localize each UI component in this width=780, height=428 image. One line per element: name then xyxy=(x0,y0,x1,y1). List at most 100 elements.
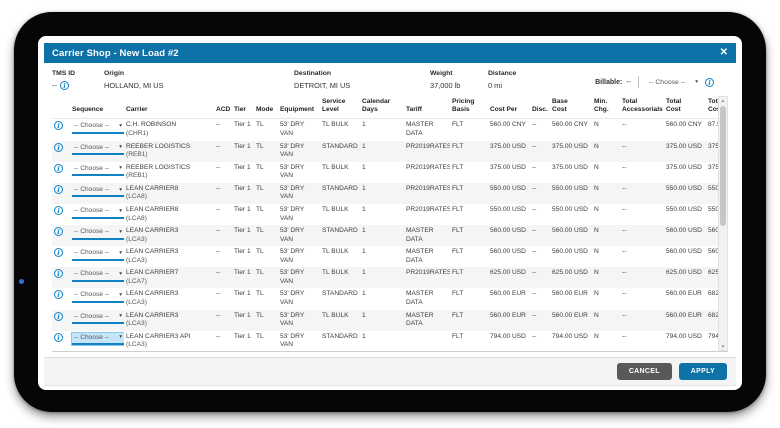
carrier-table: Sequence Carrier ACD Tier Mode Equipment… xyxy=(52,96,728,351)
cell-carrier: REEBER LOGISTICS (REB1) xyxy=(124,141,214,162)
destination-value: DETROIT, MI US xyxy=(294,81,351,90)
billable-dropdown[interactable]: -- Choose -- ▾ xyxy=(646,77,701,88)
cell-tier: Tier 1 xyxy=(234,142,251,150)
cell-equipment: 53' DRY VAN xyxy=(280,311,305,328)
cell-disc: -- xyxy=(532,163,537,171)
close-icon[interactable]: ✕ xyxy=(719,47,728,58)
cell-tier: Tier 1 xyxy=(234,205,251,213)
carrier-code: (LCA3) xyxy=(126,256,147,264)
carrier-table-container: Sequence Carrier ACD Tier Mode Equipment… xyxy=(52,96,728,352)
cell-tariff: PR2019RATES xyxy=(406,184,450,192)
row-info-icon[interactable]: i xyxy=(54,205,63,215)
table-row: i -- Choose -- ▾ LEAN CARRIER7 (LCA7) --… xyxy=(52,267,728,289)
chevron-down-icon: ▾ xyxy=(119,165,122,172)
cell-equipment: 53' DRY VAN xyxy=(280,142,305,159)
col-mode: Mode xyxy=(254,96,278,120)
cell-calendar-days: 1 xyxy=(362,121,366,129)
cell-base-cost: 560.00 EUR xyxy=(552,290,588,298)
weight-field: Weight 37,000 lb xyxy=(430,70,488,90)
row-info-icon[interactable]: i xyxy=(54,311,63,321)
row-info-icon[interactable]: i xyxy=(54,290,63,300)
sequence-dropdown[interactable]: -- Choose -- ▾ xyxy=(72,248,124,261)
cell-total-accessorials: -- xyxy=(622,163,627,171)
sequence-dropdown[interactable]: -- Choose -- ▾ xyxy=(72,164,124,177)
cell-pricing-basis: FLT xyxy=(452,205,464,213)
carrier-name: LEAN CARRIER8 xyxy=(126,205,179,213)
row-info-icon[interactable]: i xyxy=(54,184,63,194)
cell-base-cost: 560.00 CNY xyxy=(552,121,588,129)
sequence-dropdown[interactable]: -- Choose -- ▾ xyxy=(71,331,124,347)
cell-pricing-basis: FLT xyxy=(452,142,464,150)
tms-id-info-icon[interactable]: i xyxy=(59,81,69,90)
load-summary: TMS ID -- i Origin HOLLAND, MI US Destin… xyxy=(44,63,736,96)
cell-total-cost: 560.00 USD xyxy=(666,248,702,256)
origin-field: Origin HOLLAND, MI US xyxy=(104,70,294,90)
row-info-icon[interactable]: i xyxy=(54,121,63,131)
row-info-icon[interactable]: i xyxy=(54,332,63,342)
cell-mode: TL xyxy=(256,121,264,129)
cell-service-level: TL BULK xyxy=(322,248,349,256)
cell-total-accessorials: -- xyxy=(622,121,627,129)
scroll-up-icon[interactable]: ▲ xyxy=(720,98,726,103)
apply-button[interactable]: APPLY xyxy=(678,363,727,380)
cell-mode: TL xyxy=(256,142,264,150)
col-acd: ACD xyxy=(214,96,232,120)
cell-tier: Tier 1 xyxy=(234,184,251,192)
cell-cost-per: 560.00 USD xyxy=(490,248,526,256)
row-info-icon[interactable]: i xyxy=(54,227,63,237)
cell-total-accessorials: -- xyxy=(622,184,627,192)
bezel-dot xyxy=(19,279,24,284)
sequence-dropdown[interactable]: -- Choose -- ▾ xyxy=(72,269,124,282)
cell-total-accessorials: -- xyxy=(622,142,627,150)
cell-pricing-basis: FLT xyxy=(452,290,464,298)
weight-value: 37,000 lb xyxy=(430,81,461,90)
sequence-dropdown[interactable]: -- Choose -- ▾ xyxy=(72,121,124,135)
cancel-button[interactable]: CANCEL xyxy=(616,363,672,380)
cell-service-level: STANDARD xyxy=(322,332,358,340)
cell-service-level: STANDARD xyxy=(322,227,358,235)
cell-cost-per: 550.00 USD xyxy=(490,184,526,192)
carrier-table-body: i -- Choose -- ▾ C.H. ROBINSON (CHR1) --… xyxy=(52,119,728,351)
sequence-dropdown[interactable]: -- Choose -- ▾ xyxy=(72,206,124,219)
row-info-icon[interactable]: i xyxy=(54,269,63,279)
row-info-icon[interactable]: i xyxy=(54,248,63,258)
cell-total-cost: 560.00 CNY xyxy=(666,121,702,129)
chevron-down-icon: ▾ xyxy=(119,313,122,320)
cell-disc: -- xyxy=(532,269,537,277)
cell-tariff: MASTER DATA xyxy=(406,248,434,264)
sequence-dropdown[interactable]: -- Choose -- ▾ xyxy=(72,312,124,325)
sequence-dropdown[interactable]: -- Choose -- ▾ xyxy=(72,227,124,240)
cell-base-cost: 560.00 USD xyxy=(552,227,588,235)
cell-base-cost: 560.00 USD xyxy=(552,248,588,256)
col-base-cost: Base Cost xyxy=(550,96,592,120)
cell-carrier: LEAN CARRIER3 (LCA3) xyxy=(124,225,214,246)
cell-total-cost: 375.00 USD xyxy=(666,142,702,150)
sequence-dropdown[interactable]: -- Choose -- ▾ xyxy=(72,143,124,156)
cell-cost-per: 560.00 USD xyxy=(490,227,526,235)
row-info-icon[interactable]: i xyxy=(54,163,63,173)
cell-min-chg: N xyxy=(594,248,599,256)
cell-pricing-basis: FLT xyxy=(452,248,464,256)
row-info-icon[interactable]: i xyxy=(54,142,63,152)
cell-equipment: 53' DRY VAN xyxy=(280,121,305,138)
billable-info-icon[interactable]: i xyxy=(705,77,714,87)
cell-service-level: STANDARD xyxy=(322,142,358,150)
sequence-dropdown-value: -- Choose -- xyxy=(74,122,110,130)
sequence-dropdown-value: -- Choose -- xyxy=(74,291,110,299)
sequence-dropdown-value: -- Choose -- xyxy=(74,312,110,320)
carrier-name: LEAN CARRIER3 xyxy=(126,248,179,256)
cell-tier: Tier 1 xyxy=(234,290,251,298)
sequence-dropdown[interactable]: -- Choose -- ▾ xyxy=(72,185,124,198)
carrier-name: C.H. ROBINSON xyxy=(126,121,177,129)
cell-mode: TL xyxy=(256,163,264,171)
scroll-down-icon[interactable]: ▼ xyxy=(720,344,726,349)
scrollbar-thumb[interactable] xyxy=(720,106,726,226)
sequence-dropdown[interactable]: -- Choose -- ▾ xyxy=(72,290,124,304)
chevron-down-icon: ▾ xyxy=(119,249,122,256)
sequence-dropdown-value: -- Choose -- xyxy=(74,185,110,193)
cell-carrier: REEBER LOGISTICS (REB1) xyxy=(124,162,214,183)
sequence-dropdown-value: -- Choose -- xyxy=(74,249,110,257)
sequence-dropdown-value: -- Choose -- xyxy=(74,333,110,341)
vertical-scrollbar[interactable]: ▲ ▼ xyxy=(718,96,728,351)
